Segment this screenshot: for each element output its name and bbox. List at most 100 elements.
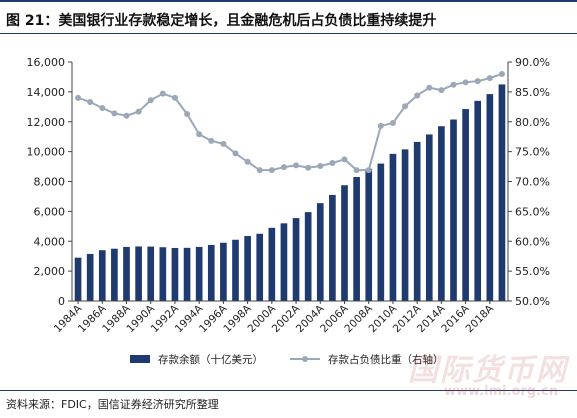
point-1988A — [123, 112, 130, 119]
bar-2008A — [365, 168, 373, 301]
point-1996A — [220, 140, 227, 147]
bar-2000A — [268, 227, 276, 301]
bar-2007A — [353, 177, 360, 301]
y-left-tick-label: 8,000 — [34, 176, 66, 189]
point-2016A — [462, 79, 469, 86]
y-left-tick-label: 2,000 — [34, 265, 66, 278]
bar-1984A — [74, 257, 82, 301]
footer-rule — [0, 390, 577, 391]
bar-2011A — [401, 149, 409, 301]
plot-area — [74, 70, 506, 302]
bar-2006A — [341, 185, 348, 301]
point-2001A — [280, 164, 287, 171]
bar-1987A — [111, 248, 118, 301]
bar-2004A — [316, 203, 324, 301]
y-right-tick-label: 65.0% — [515, 205, 550, 218]
point-2009A — [377, 122, 384, 129]
bar-1989A — [135, 246, 142, 301]
point-2013A — [426, 84, 433, 91]
y-right-tick-label: 55.0% — [515, 265, 550, 278]
bar-1991A — [159, 247, 167, 301]
bar-2016A — [462, 109, 469, 301]
y-right-tick-label: 70.0% — [515, 176, 550, 189]
point-1992A — [171, 94, 178, 101]
bar-2003A — [304, 212, 312, 301]
point-2002A — [293, 162, 300, 169]
y-right-tick-label: 85.0% — [515, 86, 550, 99]
point-1984A — [75, 94, 82, 101]
bar-2014A — [438, 126, 445, 301]
bar-2010A — [389, 153, 397, 301]
point-2000A — [268, 167, 275, 174]
y-left-tick-label: 16,000 — [27, 56, 66, 69]
bar-2019A — [498, 84, 506, 301]
legend-label-ratio: 存款占负债比重（右轴） — [328, 353, 444, 366]
y-right-tick-label: 75.0% — [515, 146, 550, 159]
point-1997A — [232, 150, 239, 157]
point-1995A — [208, 137, 215, 144]
y-right-tick-label: 60.0% — [515, 235, 550, 248]
x-tick-label: 2018A — [463, 302, 496, 335]
watermark-url: www.imi.org.cn — [444, 384, 559, 399]
bar-2017A — [474, 100, 482, 302]
legend-marker-ratio — [302, 356, 308, 362]
y-right-tick-label: 50.0% — [515, 295, 550, 308]
y-left-tick-label: 12,000 — [27, 116, 66, 129]
point-2005A — [329, 159, 336, 166]
point-2019A — [498, 70, 505, 77]
point-1985A — [87, 99, 94, 106]
point-2006A — [341, 156, 348, 163]
bar-1996A — [220, 242, 227, 301]
bar-1986A — [98, 250, 106, 301]
legend-swatch-deposits — [130, 355, 150, 363]
point-1990A — [147, 97, 154, 104]
point-2015A — [450, 81, 457, 88]
bar-1985A — [86, 253, 94, 301]
y-right-tick-label: 80.0% — [515, 116, 550, 129]
bar-2013A — [425, 134, 433, 301]
point-2003A — [305, 164, 312, 171]
bar-1993A — [183, 247, 191, 301]
point-1989A — [135, 108, 142, 115]
figure-title-bar: 图 21：美国银行业存款稳定增长，且金融危机后占负债比重持续提升 — [0, 0, 577, 34]
y-left-tick-label: 4,000 — [34, 235, 66, 248]
point-2008A — [365, 167, 372, 174]
legend-label-deposits: 存款余额（十亿美元） — [158, 353, 263, 366]
point-2018A — [486, 75, 493, 82]
legend: 存款余额（十亿美元） 存款占负债比重（右轴） — [130, 353, 444, 366]
bar-2015A — [450, 119, 457, 302]
bar-2009A — [377, 163, 385, 301]
point-2007A — [353, 167, 360, 174]
point-1991A — [159, 90, 166, 97]
y-left-tick-label: 0 — [58, 295, 65, 308]
point-1999A — [256, 167, 263, 174]
bar-2001A — [280, 223, 288, 301]
point-1994A — [196, 131, 203, 138]
y-left-tick-label: 6,000 — [34, 205, 66, 218]
bar-2012A — [413, 141, 421, 301]
point-2017A — [474, 78, 481, 85]
point-1987A — [111, 110, 118, 117]
y-right-tick-label: 90.0% — [515, 56, 550, 69]
bar-1990A — [147, 246, 155, 301]
point-2010A — [389, 119, 396, 126]
y-left-tick-label: 10,000 — [27, 146, 66, 159]
source-note: 资料来源：FDIC，国信证券经济研究所整理 — [6, 398, 219, 411]
bar-1994A — [195, 246, 203, 301]
bar-1998A — [244, 236, 251, 301]
bar-2005A — [329, 194, 336, 301]
bar-1992A — [171, 247, 179, 301]
point-1986A — [99, 105, 106, 112]
y-left-tick-label: 14,000 — [27, 86, 66, 99]
bar-2018A — [486, 94, 494, 301]
bar-2002A — [292, 218, 300, 301]
point-2014A — [438, 87, 445, 94]
bar-1988A — [123, 246, 130, 301]
point-1998A — [244, 158, 251, 165]
figure-title: 图 21：美国银行业存款稳定增长，且金融危机后占负债比重持续提升 — [6, 13, 437, 29]
bar-1997A — [232, 239, 239, 301]
point-2004A — [317, 162, 324, 169]
bar-1995A — [207, 244, 215, 301]
point-2011A — [402, 103, 409, 110]
